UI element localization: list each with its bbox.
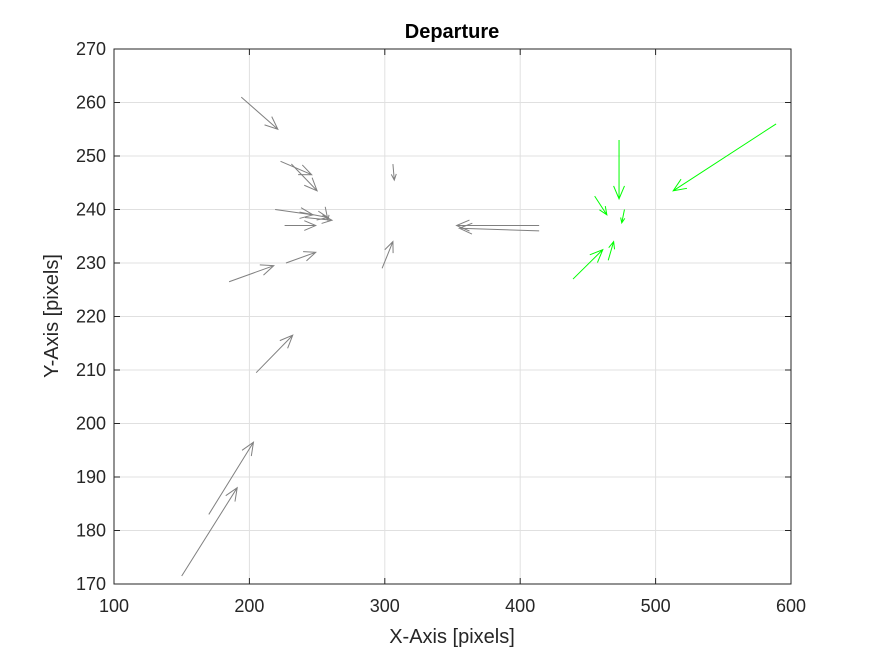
y-tick-label: 240 bbox=[76, 200, 106, 220]
x-tick-label: 200 bbox=[234, 596, 264, 616]
quiver-arrow bbox=[324, 206, 330, 222]
quiver-arrow bbox=[457, 222, 540, 235]
quiver-arrow bbox=[620, 209, 626, 225]
y-tick-label: 250 bbox=[76, 146, 106, 166]
y-tick-label: 260 bbox=[76, 93, 106, 113]
y-tick-label: 270 bbox=[76, 39, 106, 59]
chart-title: Departure bbox=[405, 21, 499, 43]
quiver-arrow bbox=[455, 219, 540, 232]
y-axis-label: Y-Axis [pixels] bbox=[41, 254, 63, 378]
axis-ticks: 100 200 300 400 500 600 170 180 190 200 210 220 230 2… bbox=[76, 39, 806, 616]
y-tick-label: 180 bbox=[76, 521, 106, 541]
x-axis-label: X-Axis [pixels] bbox=[389, 626, 515, 648]
quiver-arrow bbox=[285, 251, 317, 264]
x-tick-label: 100 bbox=[99, 596, 129, 616]
quiver-arrow bbox=[240, 96, 279, 131]
quiver-arrow bbox=[291, 163, 318, 192]
x-tick-label: 500 bbox=[641, 596, 671, 616]
quiver-arrow bbox=[181, 486, 238, 577]
quiver-arrow bbox=[390, 163, 397, 182]
quiver-arrow bbox=[208, 441, 255, 515]
x-tick-label: 400 bbox=[505, 596, 535, 616]
quiver-arrow bbox=[594, 195, 608, 216]
y-tick-label: 220 bbox=[76, 307, 106, 327]
y-tick-label: 190 bbox=[76, 467, 106, 487]
y-tick-label: 230 bbox=[76, 253, 106, 273]
quiver-arrow bbox=[672, 123, 777, 192]
y-tick-label: 170 bbox=[76, 574, 106, 594]
quiver-arrow bbox=[280, 160, 313, 176]
y-tick-label: 210 bbox=[76, 360, 106, 380]
y-tick-label: 200 bbox=[76, 414, 106, 434]
quiver-arrow bbox=[607, 240, 616, 261]
quiver-arrow bbox=[284, 220, 318, 231]
quiver-arrow bbox=[381, 240, 394, 269]
quiver-arrow bbox=[572, 248, 604, 280]
quiver-arrow bbox=[255, 334, 294, 374]
arrow-series bbox=[181, 96, 777, 577]
x-tick-label: 600 bbox=[776, 596, 806, 616]
quiver-arrow bbox=[613, 139, 625, 201]
x-tick-label: 300 bbox=[370, 596, 400, 616]
quiver-arrow bbox=[228, 264, 275, 283]
